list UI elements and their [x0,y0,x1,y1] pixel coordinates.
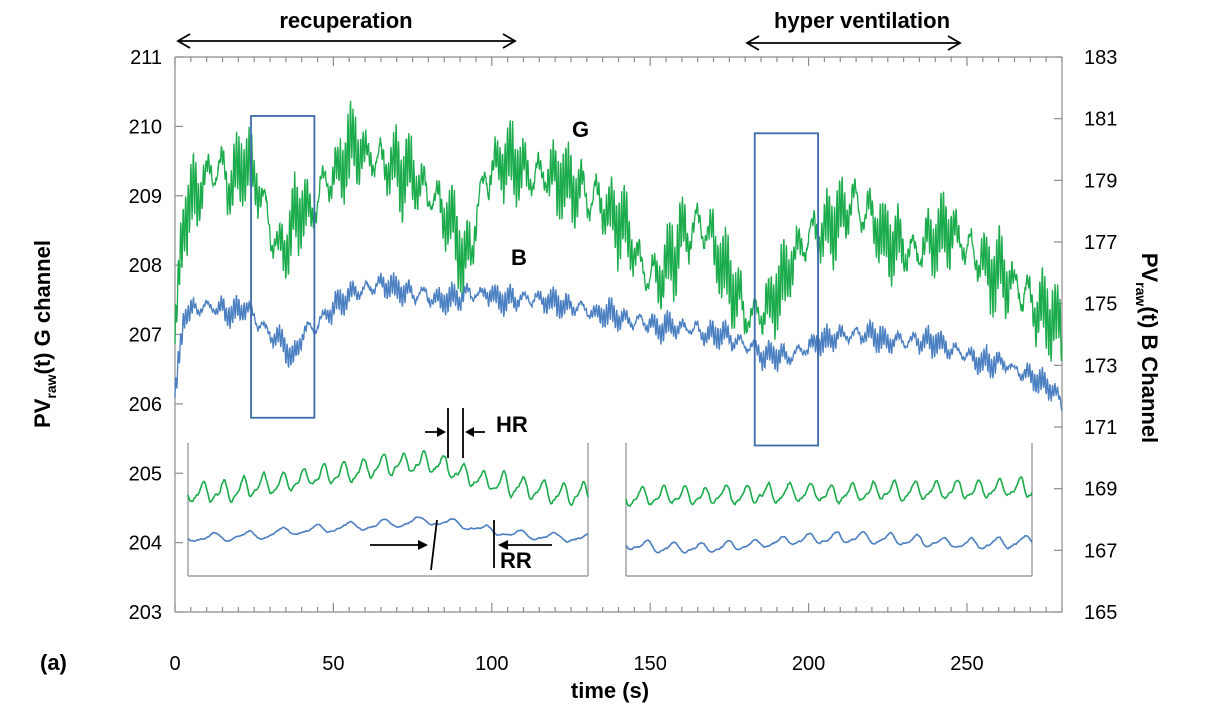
x-tick-labels: 0 50 100 150 200 250 [169,653,983,675]
series-label-b: B [511,245,527,270]
hr-marker [425,408,485,458]
x-tick-label: 250 [950,653,983,675]
y-right-tick-label: 173 [1084,355,1117,377]
y-right-tick-label: 175 [1084,294,1117,316]
x-tick-label: 0 [169,653,180,675]
y-left-tick-label: 209 [129,186,162,208]
series-b-line [174,272,1063,412]
x-tick-label: 150 [633,653,666,675]
inset-left-g-trace [187,449,589,506]
rr-label: RR [500,548,532,573]
insets-layer: HR RR [187,408,1033,577]
rr-marker [370,519,552,571]
y-left-tick-label: 210 [129,116,162,138]
y-right-tick-label: 177 [1084,232,1117,254]
inset-right-g-trace [625,475,1033,507]
hyper-ventilation-arrow [745,35,962,51]
highlight-box-1 [250,115,316,419]
y-right-tick-label: 167 [1084,540,1117,562]
x-axis-title: time (s) [571,678,649,703]
phase-annotations: recuperation hyper ventilation [176,8,962,51]
y-left-tick-label: 203 [129,602,162,624]
y-right-tick-label: 183 [1084,47,1117,69]
axis-ticks [174,56,1063,613]
inset-right-frame [625,443,1033,577]
y-right-tick-label: 165 [1084,602,1117,624]
series-layer [174,100,1063,412]
inset-traces [187,449,1033,554]
inset-left-frame [187,443,589,577]
y-left-tick-label: 207 [129,325,162,347]
x-tick-label: 50 [322,653,344,675]
inset-left-b-trace [187,516,589,543]
panel-label: (a) [40,650,67,675]
recuperation-arrow [176,33,517,49]
highlight-boxes [250,115,819,447]
highlight-box-2 [753,132,819,447]
y-left-tick-label: 205 [129,463,162,485]
recuperation-label: recuperation [279,8,412,33]
inset-right-b-trace [625,530,1033,554]
y-left-tick-label: 208 [129,255,162,277]
y-right-tick-label: 179 [1084,170,1117,192]
y-right-tick-label: 181 [1084,109,1117,131]
y-right-tick-labels: 165 167 169 171 173 175 177 179 181 183 [1084,47,1117,624]
y-left-tick-label: 204 [129,533,162,555]
y-right-tick-label: 169 [1084,479,1117,501]
hr-label: HR [496,412,528,437]
hyper-ventilation-label: hyper ventilation [774,8,950,33]
y-left-tick-labels: 203 204 205 206 207 208 209 210 211 [129,47,162,624]
y-right-axis-title: PVraw(t) B Channel [1133,253,1162,443]
x-tick-label: 200 [792,653,825,675]
y-left-tick-label: 211 [130,47,162,69]
y-left-tick-label: 206 [129,394,162,416]
series-g-line [174,100,1063,362]
y-left-axis-title: PVraw(t) G channel [30,240,59,428]
y-right-tick-label: 171 [1084,417,1117,439]
x-tick-label: 100 [475,653,508,675]
series-label-g: G [572,117,589,142]
